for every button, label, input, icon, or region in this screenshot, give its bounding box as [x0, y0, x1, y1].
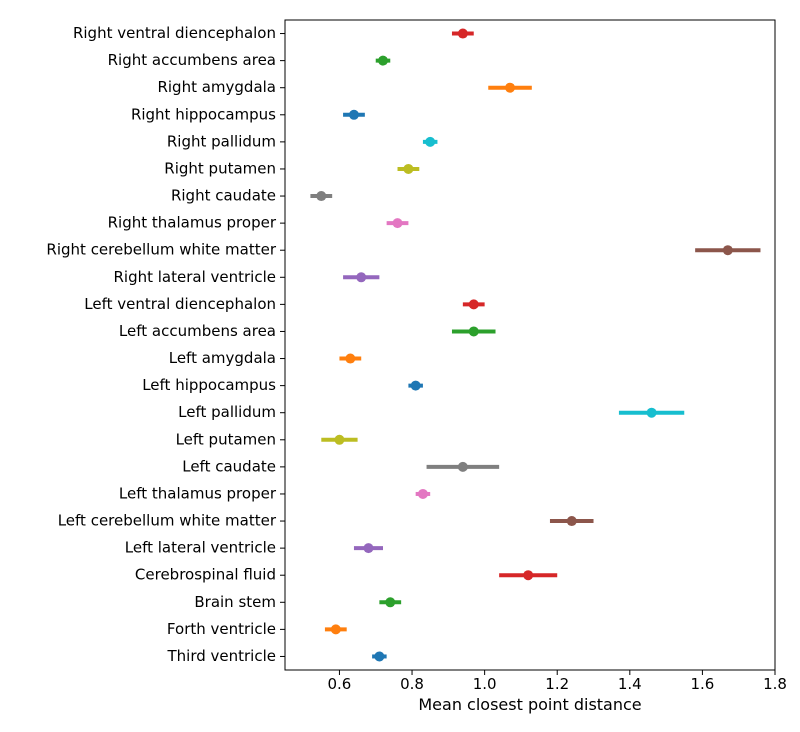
data-point — [505, 83, 515, 93]
y-tick-label: Right thalamus proper — [108, 214, 277, 232]
y-tick-label: Left caudate — [182, 457, 276, 475]
x-tick-label: 1.4 — [618, 675, 642, 693]
y-tick-label: Cerebrospinal fluid — [135, 566, 276, 584]
data-point — [356, 272, 366, 282]
y-tick-label: Right lateral ventricle — [113, 268, 276, 286]
x-tick-label: 1.0 — [473, 675, 497, 693]
y-tick-label: Left cerebellum white matter — [58, 512, 277, 530]
data-point — [349, 110, 359, 120]
y-tick-label: Left ventral diencephalon — [84, 295, 276, 313]
data-points — [316, 29, 733, 662]
y-tick-label: Right ventral diencephalon — [73, 24, 276, 42]
y-tick-label: Left thalamus proper — [119, 484, 277, 502]
y-tick-label: Forth ventricle — [167, 620, 276, 638]
y-tick-label: Left amygdala — [169, 349, 276, 367]
data-point — [403, 164, 413, 174]
y-tick-label: Right cerebellum white matter — [46, 241, 276, 259]
data-point — [334, 435, 344, 445]
y-tick-label: Right pallidum — [167, 132, 276, 150]
x-tick-label: 0.6 — [328, 675, 352, 693]
y-tick-labels: Right ventral diencephalon Right accumben… — [46, 24, 276, 665]
y-tick-label: Third ventricle — [166, 647, 276, 665]
x-tick-label: 1.8 — [763, 675, 787, 693]
data-point — [411, 381, 421, 391]
data-point — [723, 245, 733, 255]
data-point — [567, 516, 577, 526]
y-tick-label: Right putamen — [164, 159, 276, 177]
y-tick-label: Left hippocampus — [142, 376, 276, 394]
data-point — [385, 597, 395, 607]
y-tick-label: Right accumbens area — [108, 51, 276, 69]
y-tick-label: Left putamen — [176, 430, 276, 448]
y-tick-label: Right amygdala — [157, 78, 276, 96]
data-point — [363, 543, 373, 553]
x-axis-title: Mean closest point distance — [418, 695, 641, 714]
data-point — [345, 354, 355, 364]
data-point — [378, 56, 388, 66]
x-tick-labels: 0.6 0.8 1.0 1.2 1.4 1.6 1.8 — [328, 675, 787, 693]
data-point — [458, 29, 468, 39]
error-dot-chart: Right ventral diencephalon Right accumben… — [0, 0, 800, 732]
x-tick-label: 1.2 — [545, 675, 569, 693]
data-point — [425, 137, 435, 147]
data-point — [647, 408, 657, 418]
error-bars — [310, 34, 760, 657]
y-tick-label: Right caudate — [171, 187, 276, 205]
data-point — [393, 218, 403, 228]
data-point — [316, 191, 326, 201]
x-tick-label: 1.6 — [690, 675, 714, 693]
data-point — [331, 624, 341, 634]
y-tick-label: Right hippocampus — [131, 105, 276, 123]
y-tick-label: Left lateral ventricle — [125, 539, 276, 557]
data-point — [418, 489, 428, 499]
y-tick-label: Brain stem — [194, 593, 276, 611]
data-point — [469, 299, 479, 309]
data-point — [458, 462, 468, 472]
data-point — [374, 651, 384, 661]
x-tick-label: 0.8 — [400, 675, 424, 693]
y-tick-label: Left pallidum — [178, 403, 276, 421]
y-tick-label: Left accumbens area — [119, 322, 276, 340]
data-point — [469, 326, 479, 336]
data-point — [523, 570, 533, 580]
